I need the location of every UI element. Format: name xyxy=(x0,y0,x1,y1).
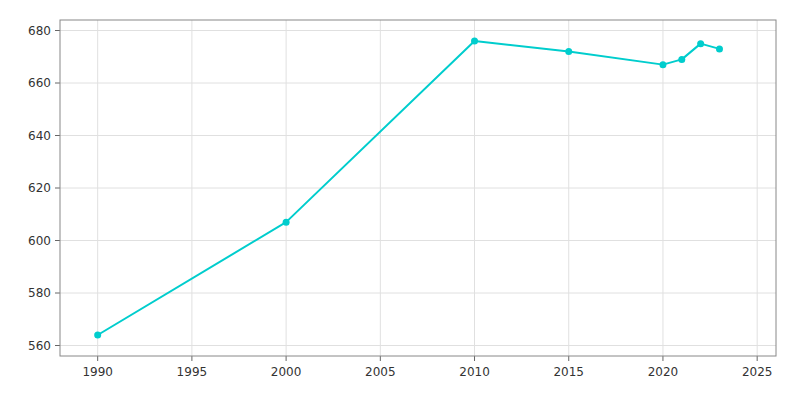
x-tick-label: 1990 xyxy=(82,365,113,379)
point xyxy=(697,40,704,47)
y-tick-label: 620 xyxy=(28,181,51,195)
point xyxy=(283,219,290,226)
y-grid-line xyxy=(60,188,776,189)
y-tick-label: 580 xyxy=(28,286,51,300)
point xyxy=(565,48,572,55)
x-tick-label: 2000 xyxy=(271,365,302,379)
series xyxy=(94,38,723,339)
y-grid-line xyxy=(60,135,776,136)
y-tick xyxy=(55,135,60,136)
x-tick-label: 1995 xyxy=(177,365,208,379)
y-grid-line xyxy=(60,240,776,241)
point xyxy=(94,332,101,339)
chart-container: 1990 1995 2000 2005 2010 2015 2020 2025 560 580 60… xyxy=(0,0,800,400)
y-grid-line xyxy=(60,345,776,346)
point xyxy=(659,61,666,68)
x-tick xyxy=(474,356,475,361)
y-tick-label: 660 xyxy=(28,76,51,90)
plot-frame xyxy=(60,20,776,356)
x-tick xyxy=(97,356,98,361)
tick-labels: 1990 1995 2000 2005 2010 2015 2020 2025 560 580 60… xyxy=(28,24,772,380)
y-grid-line xyxy=(60,30,776,31)
x-tick xyxy=(191,356,192,361)
y-tick xyxy=(55,30,60,31)
y-tick xyxy=(55,83,60,84)
x-tick xyxy=(757,356,758,361)
x-tick xyxy=(286,356,287,361)
y-tick-label: 560 xyxy=(28,339,51,353)
y-tick-label: 640 xyxy=(28,129,51,143)
x-tick-label: 2020 xyxy=(648,365,679,379)
point xyxy=(716,45,723,52)
x-tick-label: 2005 xyxy=(365,365,396,379)
y-tick-label: 680 xyxy=(28,24,51,38)
y-tick-label: 600 xyxy=(28,234,51,248)
y-tick xyxy=(55,293,60,294)
point xyxy=(678,56,685,63)
y-grid-line xyxy=(60,83,776,84)
x-tick xyxy=(662,356,663,361)
x-tick-label: 2015 xyxy=(553,365,584,379)
x-tick xyxy=(568,356,569,361)
y-tick xyxy=(55,188,60,189)
y-tick xyxy=(55,240,60,241)
x-tick xyxy=(380,356,381,361)
chart: 1990 1995 2000 2005 2010 2015 2020 2025 560 580 60… xyxy=(0,0,800,400)
point xyxy=(471,38,478,45)
x-tick-label: 2025 xyxy=(742,365,773,379)
x-tick-label: 2010 xyxy=(459,365,490,379)
page: {"chart_data": {"type": "line", "x": [19… xyxy=(0,0,800,400)
y-tick xyxy=(55,345,60,346)
line xyxy=(98,41,720,335)
grid xyxy=(60,20,776,356)
